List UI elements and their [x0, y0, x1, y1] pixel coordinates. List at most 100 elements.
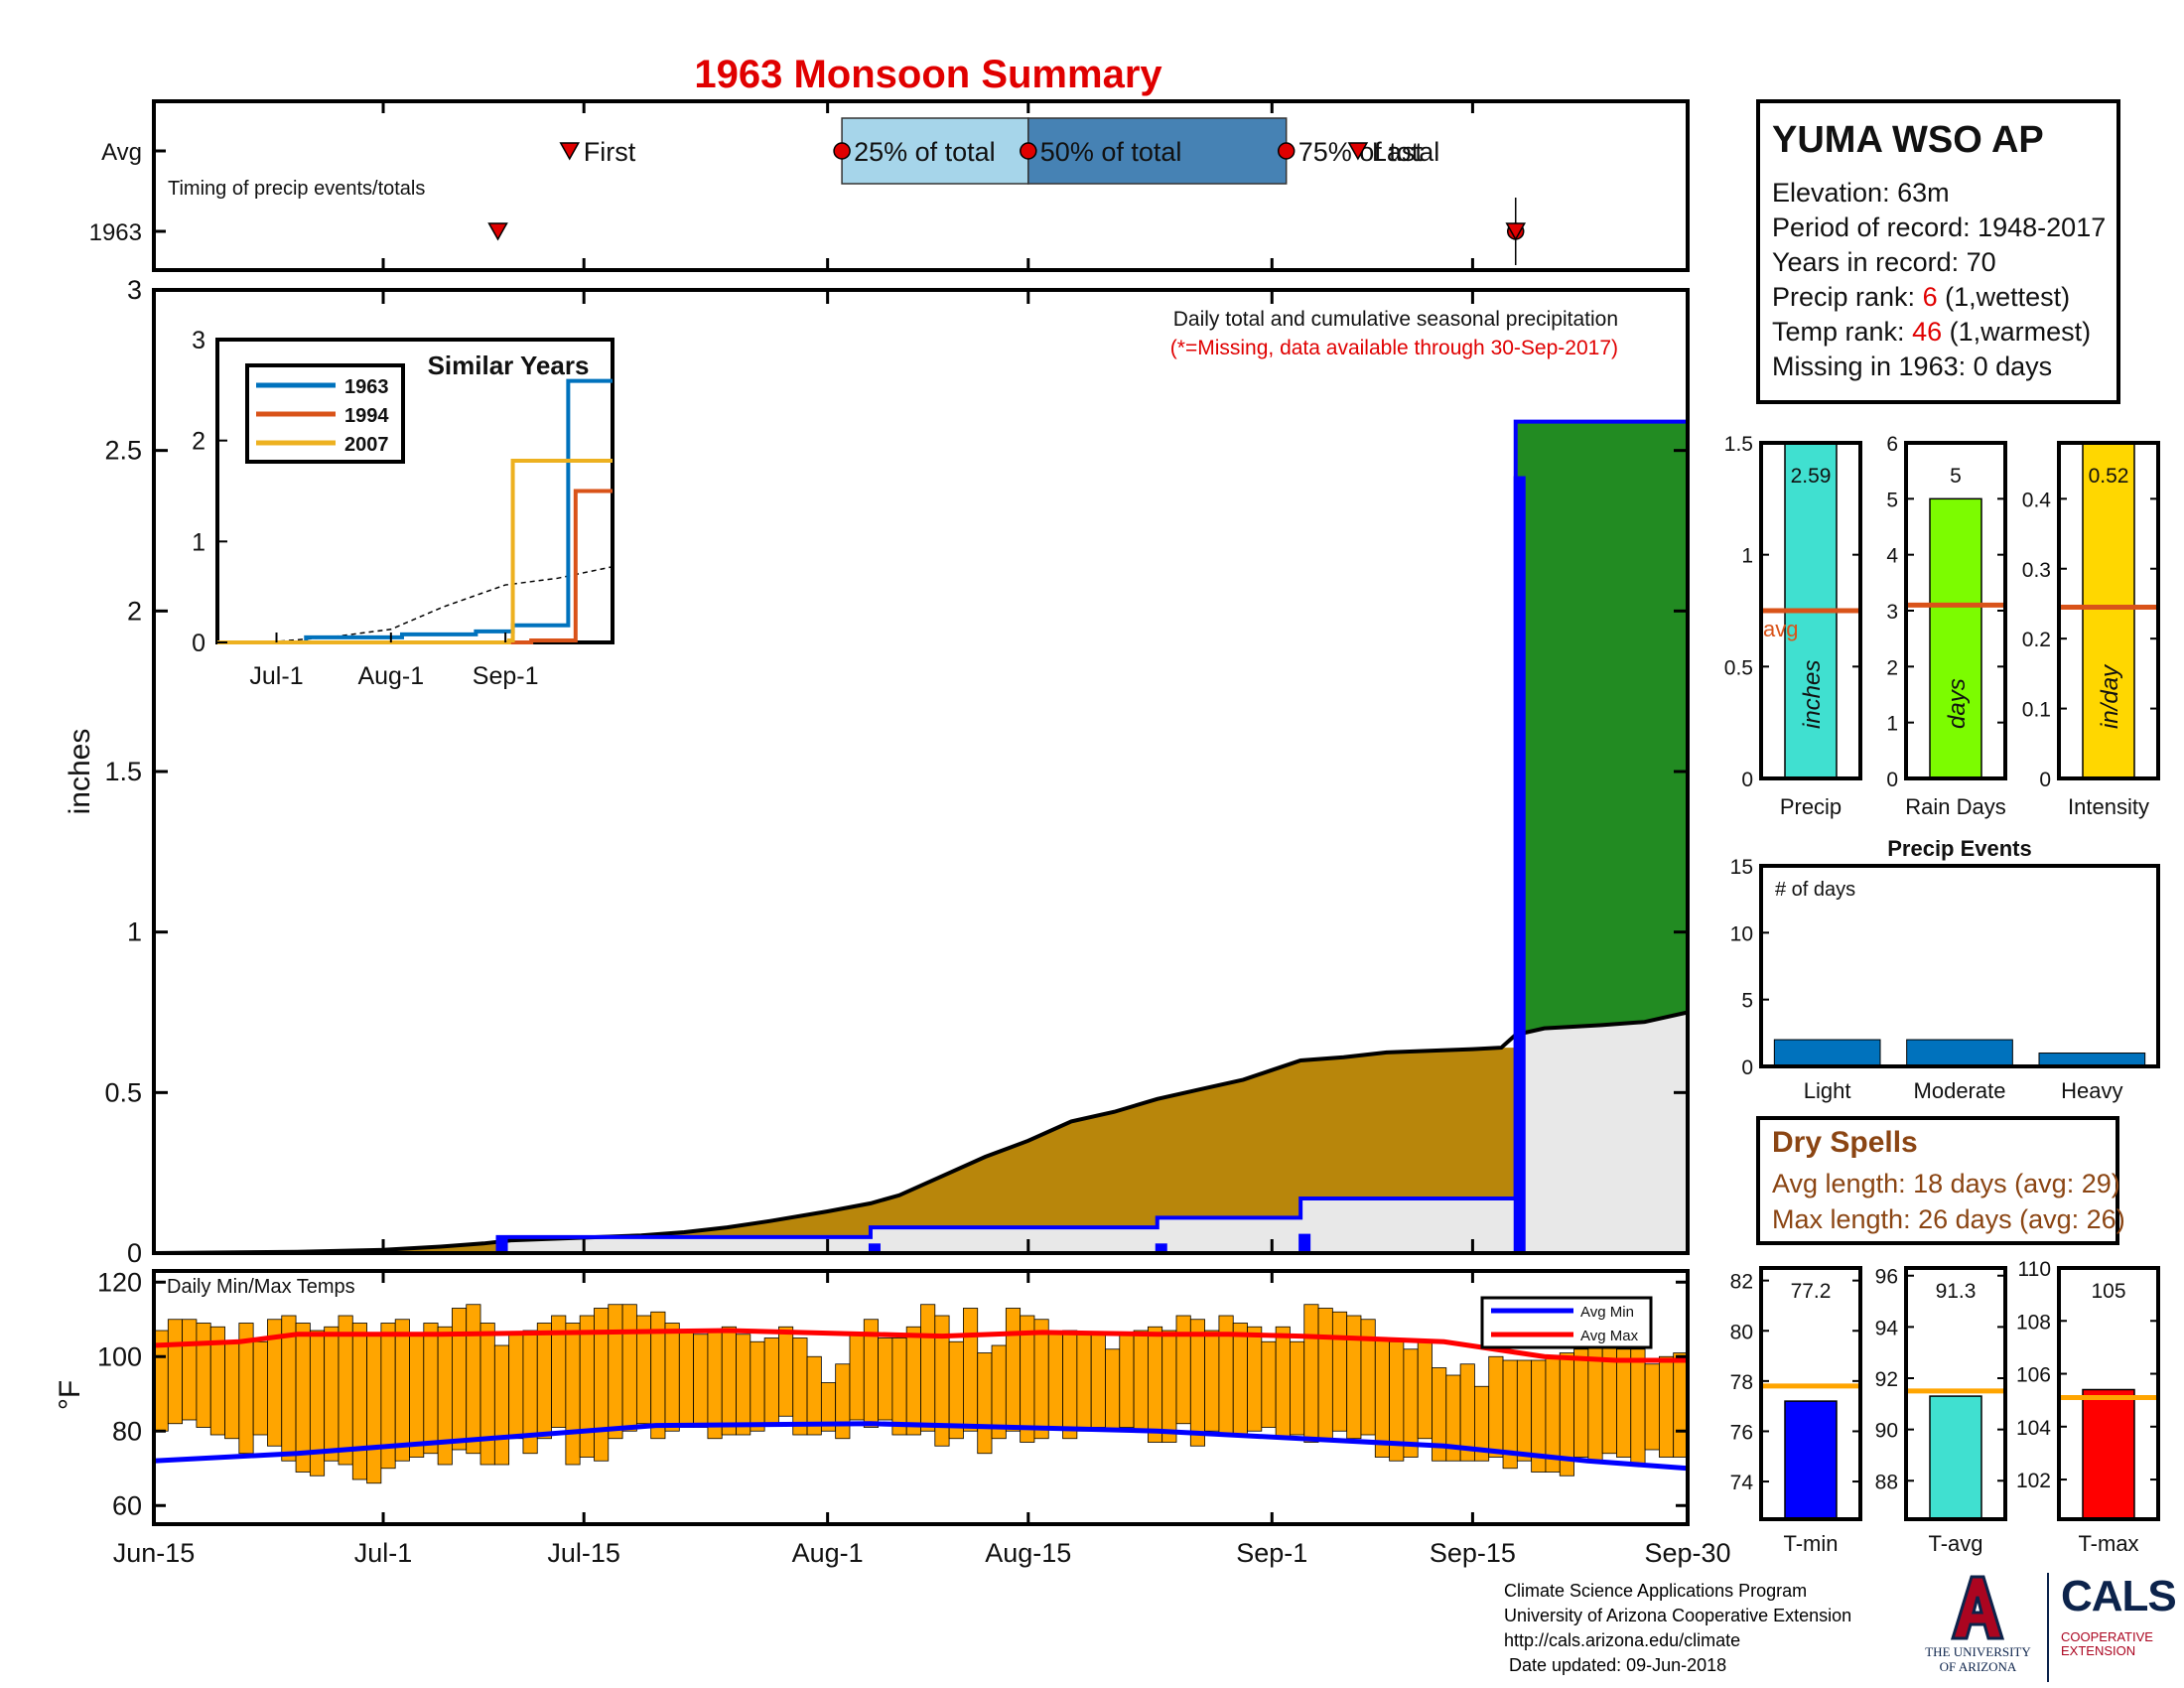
temps-label: Daily Min/Max Temps	[167, 1276, 355, 1298]
intensity_bar-ytick-label: 0.4	[2022, 489, 2052, 511]
date-axis-label: Jul-15	[547, 1538, 620, 1568]
ua-block-a-icon	[1950, 1575, 2005, 1640]
daily-temp-bar	[763, 1337, 779, 1425]
raindays_bar-unit-label: days	[1944, 678, 1971, 729]
daily-temp-bar	[778, 1326, 794, 1417]
precip_bar-xlabel: Precip	[1780, 794, 1842, 819]
daily-temp-bar	[508, 1334, 524, 1440]
daily-precip-bar	[1298, 1233, 1311, 1253]
inset-xtick-label: Jul-1	[249, 662, 303, 690]
events-title: Precip Events	[1887, 836, 2032, 861]
daily-temp-bar	[324, 1326, 340, 1462]
daily-temp-bar	[1374, 1337, 1390, 1458]
tavg_bar-ytick-label: 90	[1875, 1420, 1898, 1443]
raindays_bar-xlabel: Rain Days	[1905, 794, 2005, 819]
raindays_bar-ytick-label: 0	[1886, 769, 1898, 791]
daily-temp-bar	[338, 1315, 353, 1466]
temp-rank-value: 46	[1912, 317, 1943, 347]
daily-temp-bar	[479, 1323, 495, 1466]
precip-ytick-label: 1.5	[104, 757, 142, 786]
precip_bar-value-label: 2.59	[1791, 465, 1832, 488]
credits: Climate Science Applications Program Uni…	[1504, 1579, 1851, 1678]
daily-temp-bar	[721, 1326, 737, 1436]
raindays_bar-ytick-label: 3	[1886, 601, 1898, 624]
events-frame	[1759, 864, 2160, 1068]
daily-precip-bar	[868, 1243, 881, 1253]
daily-temp-bar	[693, 1334, 709, 1428]
daily-temp-bar	[1630, 1348, 1646, 1466]
date-axis-label: Aug-1	[792, 1538, 864, 1568]
temps-legend-box	[1480, 1296, 1653, 1349]
precip-rank-note: (1,wettest)	[1937, 282, 2071, 312]
daily-temp-bar	[1147, 1326, 1163, 1443]
inset-series-line	[217, 378, 613, 644]
daily-temp-bar	[579, 1315, 595, 1458]
events-ytick-label: 0	[1741, 1056, 1753, 1079]
precip-average-area	[154, 1012, 1688, 1253]
daily-temp-bar	[224, 1340, 240, 1440]
daily-temp-bar	[891, 1337, 907, 1436]
daily-temp-bar	[664, 1323, 680, 1432]
tmin_bar-ytick-label: 80	[1730, 1321, 1753, 1343]
temps-ytick-label: 60	[112, 1490, 142, 1520]
daily-temp-bar	[1616, 1348, 1632, 1458]
tavg_bar-frame	[1904, 1266, 2007, 1521]
inset-average-line	[216, 566, 614, 643]
daily-precip-bar	[1513, 476, 1526, 1253]
raindays_bar-ytick-label: 5	[1886, 489, 1898, 511]
tavg_bar-ytick-label: 96	[1875, 1266, 1898, 1289]
daily-temp-bar	[1261, 1340, 1277, 1428]
avg-q75-label: 75% of total	[1298, 137, 1440, 167]
similar-years-inset: 0 1 2 3 Jul-1 Aug-1 Sep-1 Similar Years 1963 1994…	[192, 327, 614, 690]
temps-ytick-label: 80	[112, 1416, 142, 1446]
year-last-marker	[1505, 222, 1527, 241]
station-name: YUMA WSO AP	[1772, 119, 2044, 161]
inset-legend-label: 1994	[344, 405, 389, 427]
avg-q75-marker	[1277, 142, 1296, 160]
intensity_bar-ytick-label: 0	[2039, 769, 2051, 791]
daily-temp-bar	[849, 1334, 865, 1421]
precip-rank-value: 6	[1922, 282, 1938, 312]
daily-temp-bar	[678, 1330, 695, 1428]
inset-ytick-label: 1	[192, 528, 205, 556]
intensity_bar-xlabel: Intensity	[2068, 794, 2149, 819]
daily-precip-bar	[495, 1236, 508, 1253]
daily-temp-bar	[1331, 1311, 1348, 1432]
raindays_bar-ytick-label: 1	[1886, 713, 1898, 736]
inset-ytick-label: 0	[192, 630, 205, 657]
timing-ylabel-year: 1963	[89, 219, 142, 246]
raindays_bar-ytick-label: 6	[1886, 433, 1898, 456]
station-years: Years in record: 70	[1772, 247, 1996, 277]
events-ylabel: # of days	[1775, 879, 1855, 901]
precip_bar-frame	[1759, 441, 1862, 780]
station-period: Period of record: 1948-2017	[1772, 212, 2107, 242]
daily-temp-bar	[1417, 1340, 1433, 1440]
dry-spells-box: Dry Spells Avg length: 18 days (avg: 29)…	[1756, 1116, 2125, 1245]
tmax_bar-value-label: 105	[2091, 1280, 2125, 1303]
inset-legend-label: 2007	[344, 434, 389, 456]
intensity_bar-frame	[2057, 441, 2160, 780]
precip-ytick-label: 2	[127, 596, 142, 626]
intensity_bar-ytick-label: 0.2	[2022, 629, 2051, 651]
precip-ytick-label: 3	[127, 275, 142, 305]
precip-deficit-area	[154, 1048, 1516, 1253]
daily-temp-bar	[835, 1363, 851, 1440]
credits-line-3: http://cals.arizona.edu/climate	[1504, 1630, 1741, 1650]
daily-temp-bar	[394, 1319, 410, 1462]
credits-line-1: Climate Science Applications Program	[1504, 1581, 1808, 1601]
temps-legend-label: Avg Min	[1580, 1304, 1634, 1321]
intensity_bar-ytick-label: 0.3	[2022, 559, 2051, 582]
university-of-arizona-logo: THE UNIVERSITY OF ARIZONA	[1921, 1573, 2035, 1682]
tmin_bar-ytick-label: 78	[1730, 1371, 1753, 1394]
ua-logo-text: THE UNIVERSITY OF ARIZONA	[1921, 1644, 2035, 1674]
precip-missing-note: (*=Missing, data available through 30-Se…	[1170, 337, 1618, 359]
temps-legend-label: Avg Max	[1580, 1328, 1639, 1344]
tavg_bar-value-label: 91.3	[1936, 1280, 1977, 1303]
tavg_bar-xlabel: T-avg	[1928, 1531, 1982, 1556]
date-axis-label: Aug-15	[985, 1538, 1071, 1568]
events-ytick-label: 5	[1741, 990, 1753, 1013]
cals-logo: CALS COOPERATIVE EXTENSION	[2047, 1573, 2177, 1682]
events-category-label: Moderate	[1914, 1078, 2006, 1103]
inset-ytick-label: 3	[192, 327, 205, 354]
station-precip-rank: Precip rank: 6 (1,wettest)	[1772, 280, 2105, 315]
